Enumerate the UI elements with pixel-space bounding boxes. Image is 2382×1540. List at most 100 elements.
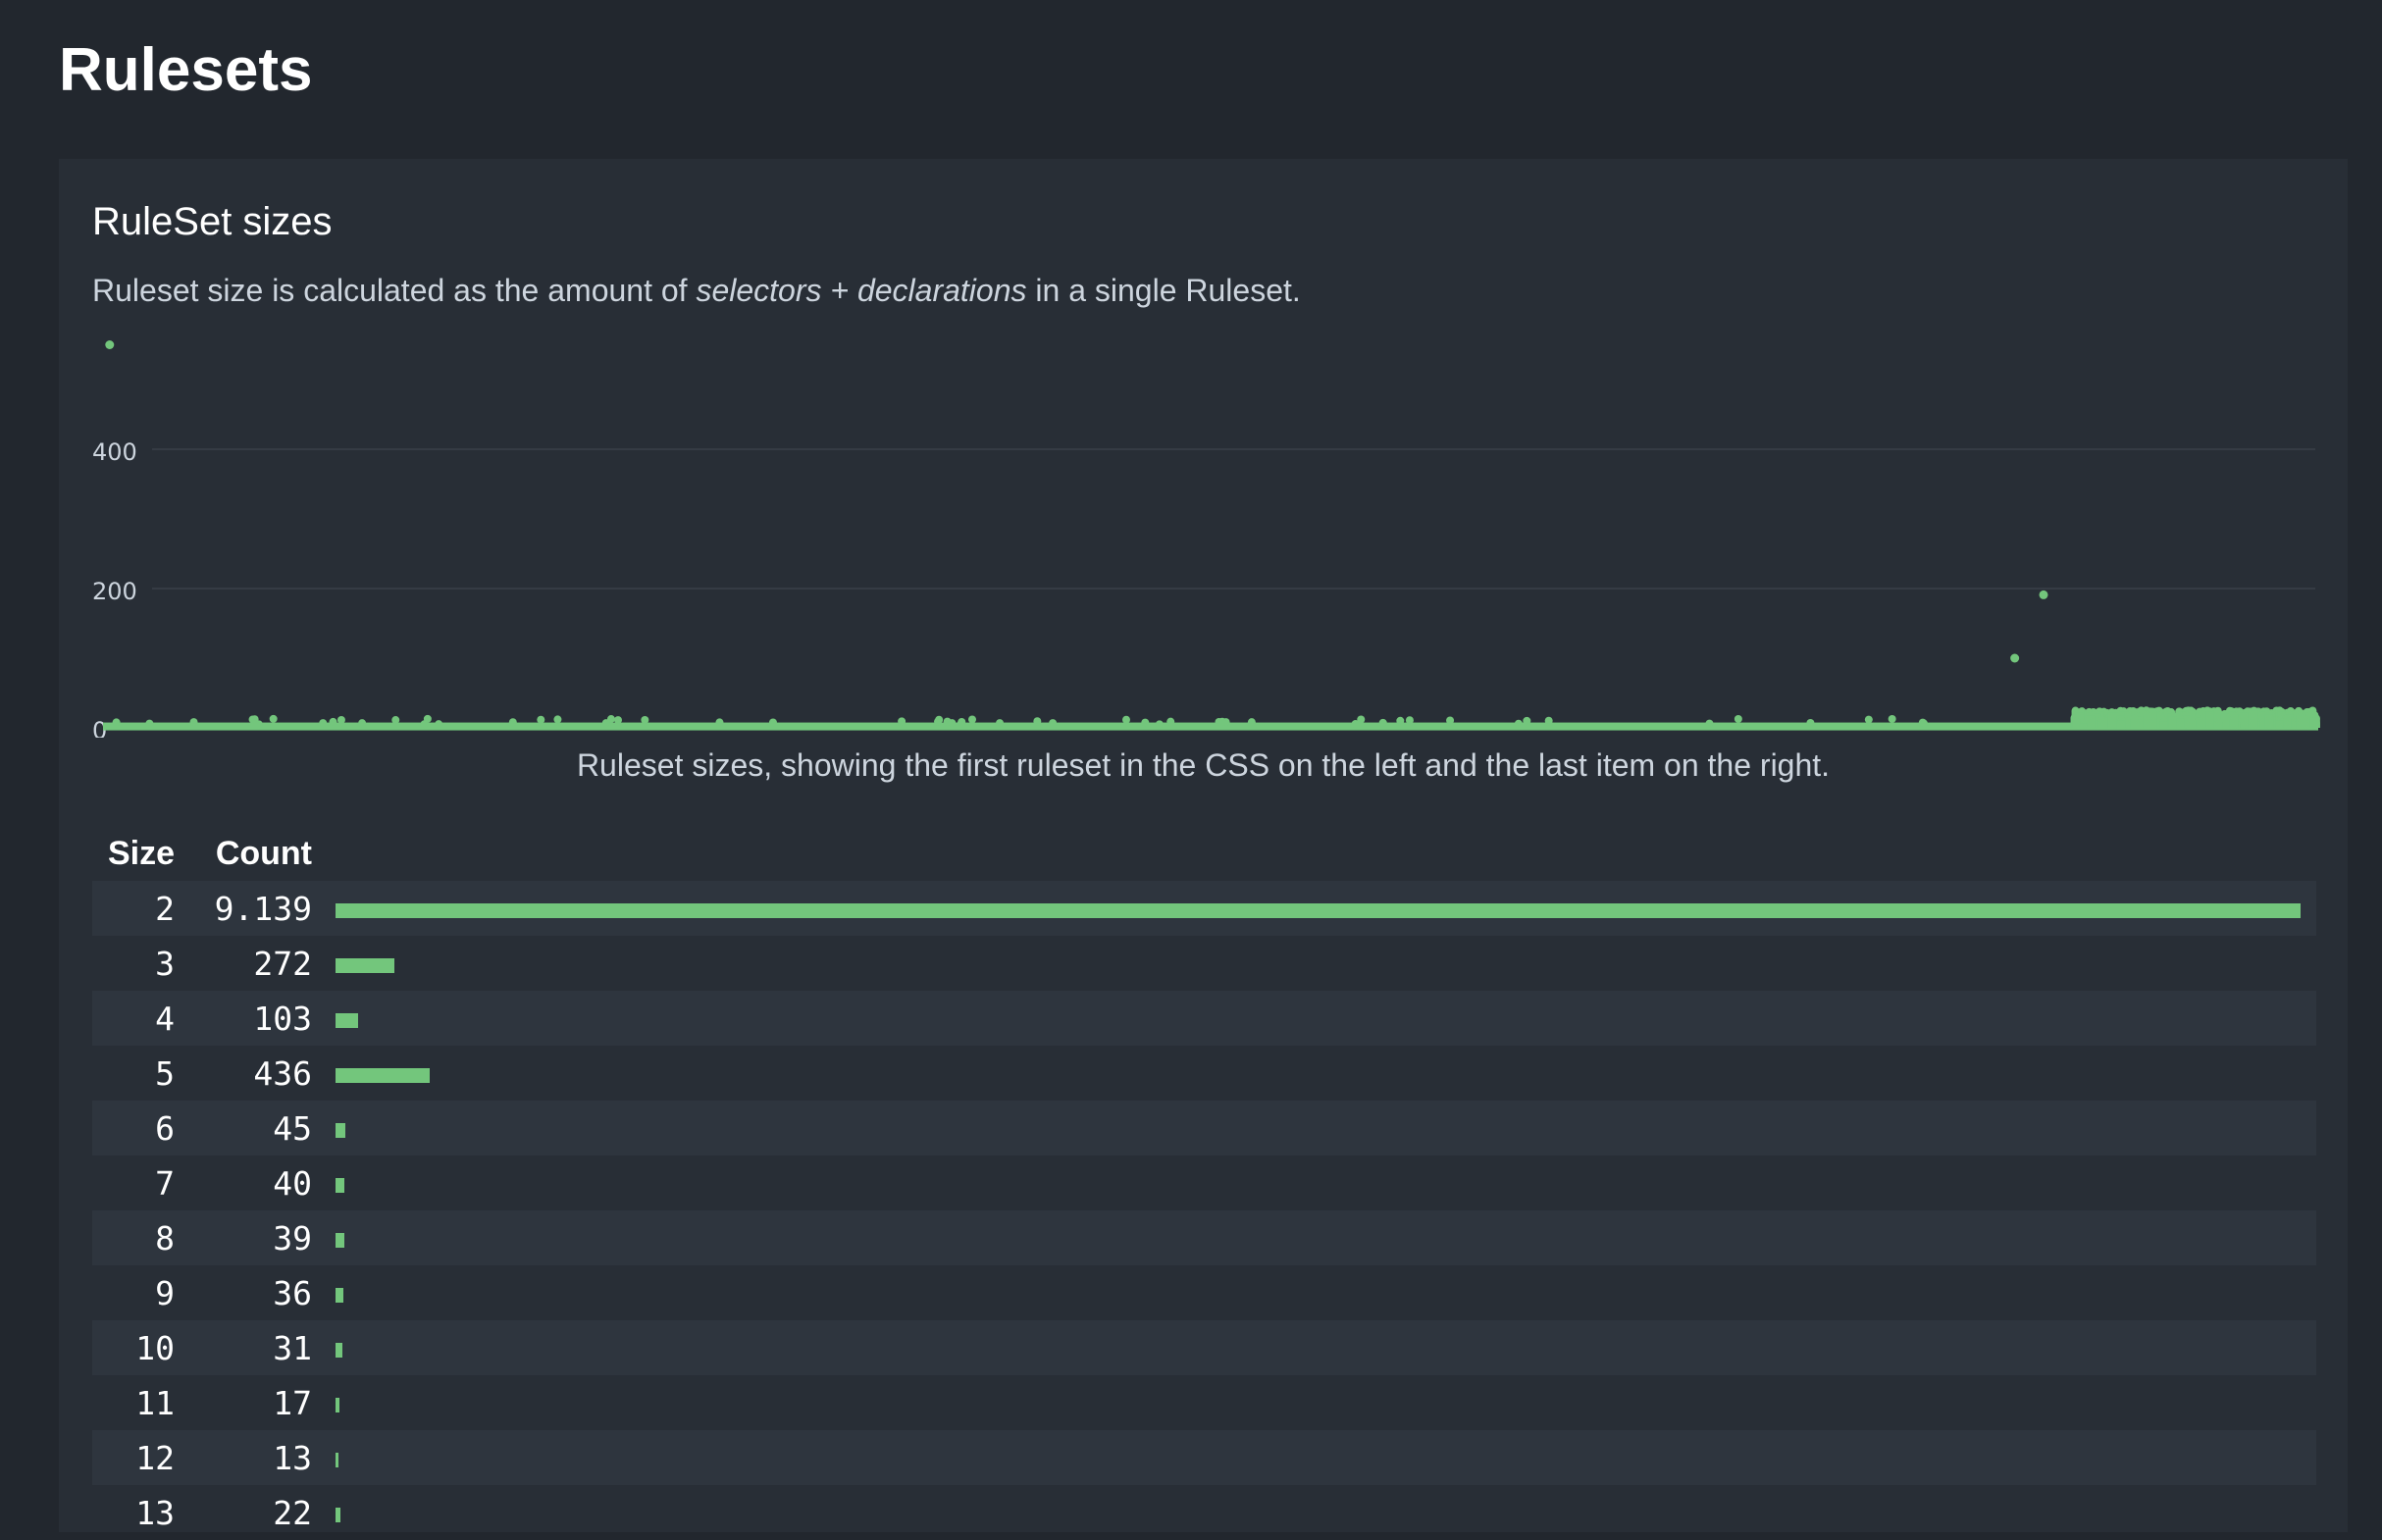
data-point-fill — [2168, 716, 2177, 728]
count-cell: 40 — [273, 1163, 312, 1203]
data-point — [254, 720, 263, 729]
data-point — [1705, 719, 1714, 728]
data-point-fill — [2309, 717, 2318, 728]
size-cell: 11 — [135, 1383, 175, 1422]
data-point — [420, 720, 429, 729]
data-point — [996, 719, 1005, 728]
y-tick-label: 400 — [92, 438, 137, 466]
data-point — [112, 718, 121, 727]
data-point — [1049, 719, 1058, 728]
data-point — [715, 718, 724, 727]
data-point — [189, 718, 198, 727]
size-cell: 6 — [92, 1101, 175, 1155]
data-point — [435, 720, 443, 729]
data-point — [358, 719, 367, 728]
data-point — [1734, 714, 1742, 723]
data-point-fill — [2199, 717, 2207, 728]
size-count-table: Size Count 2 9.139 3 272 4 103 5 436 6 4… — [92, 826, 2316, 1540]
data-point-fill — [2076, 712, 2085, 728]
count-bar — [336, 1452, 338, 1467]
count-bar — [336, 1397, 339, 1412]
data-point — [1166, 717, 1175, 726]
size-cell: 5 — [155, 1053, 175, 1093]
table-row: 9 36 — [92, 1265, 2316, 1320]
data-point-fill — [2210, 721, 2219, 728]
data-point-fill — [2091, 713, 2099, 728]
description-suffix: in a single Ruleset. — [1026, 273, 1301, 308]
data-point — [1141, 718, 1150, 727]
count-cell: 436 — [253, 1053, 312, 1093]
size-cell: 2 — [92, 881, 175, 936]
data-point-fill — [2097, 720, 2106, 728]
data-point — [1806, 718, 1815, 727]
count-cell: 36 — [273, 1273, 312, 1312]
count-bar — [336, 1232, 344, 1248]
section-title: RuleSet sizes — [92, 200, 333, 243]
size-cell: 10 — [92, 1320, 175, 1375]
data-point — [1446, 716, 1455, 725]
table-row: 6 45 — [92, 1101, 2316, 1155]
data-point — [391, 716, 400, 725]
data-point — [606, 715, 615, 724]
description-prefix: Ruleset size is calculated as the amount… — [92, 273, 697, 308]
outlier-point — [105, 340, 115, 349]
header-count: Count — [215, 834, 312, 872]
data-point — [145, 719, 154, 728]
data-point-fill — [2072, 721, 2081, 728]
table-row: 11 17 — [92, 1375, 2316, 1430]
data-point — [1121, 715, 1130, 724]
count-bar — [336, 1287, 343, 1303]
data-point — [1155, 720, 1164, 729]
size-cell: 8 — [92, 1210, 175, 1265]
data-point — [537, 715, 545, 724]
data-point — [269, 714, 278, 723]
baseline-points — [103, 722, 2318, 731]
data-point-fill — [2149, 711, 2157, 728]
data-point — [1918, 718, 1927, 727]
data-point-fill — [2143, 715, 2151, 728]
data-point — [1033, 717, 1042, 726]
outlier-point — [2010, 653, 2020, 663]
count-bar — [336, 1122, 345, 1138]
data-point-fill — [2296, 716, 2304, 728]
count-bar — [336, 1012, 358, 1028]
data-point — [1378, 718, 1387, 727]
size-cell: 7 — [155, 1163, 175, 1203]
data-point — [967, 715, 976, 724]
data-point — [1357, 715, 1366, 724]
data-point — [1514, 719, 1523, 728]
data-point-fill — [2181, 715, 2190, 728]
data-point — [948, 719, 957, 728]
y-tick-label: 0 — [92, 717, 107, 738]
data-point — [1888, 714, 1896, 723]
ruleset-sizes-card: RuleSet sizes Ruleset size is calculated… — [59, 159, 2348, 1532]
count-cell: 103 — [175, 991, 312, 1046]
count-cell: 272 — [253, 944, 312, 983]
count-cell: 39 — [175, 1210, 312, 1265]
data-point — [613, 716, 622, 725]
count-cell: 13 — [175, 1430, 312, 1485]
description-emphasis: selectors + declarations — [696, 273, 1027, 308]
data-point — [768, 718, 777, 727]
count-cell: 31 — [175, 1320, 312, 1375]
data-point-fill — [2259, 711, 2268, 728]
count-cell: 17 — [273, 1383, 312, 1422]
count-bar — [336, 1177, 344, 1193]
data-point-fill — [2250, 710, 2258, 728]
data-point-fill — [2079, 723, 2088, 728]
count-bar — [336, 1342, 342, 1358]
size-cell: 3 — [155, 944, 175, 983]
data-point — [935, 715, 944, 724]
count-bar — [336, 1507, 340, 1522]
data-point — [958, 717, 966, 726]
size-cell: 4 — [92, 991, 175, 1046]
data-point-fill — [2230, 716, 2239, 728]
table-row: 3 272 — [92, 936, 2316, 991]
data-point-fill — [2205, 711, 2214, 728]
size-cell: 9 — [155, 1273, 175, 1312]
size-cell: 13 — [135, 1493, 175, 1532]
data-point — [641, 716, 649, 725]
data-point-fill — [2245, 724, 2253, 728]
table-row: 4 103 — [92, 991, 2316, 1046]
data-point — [1864, 715, 1873, 724]
